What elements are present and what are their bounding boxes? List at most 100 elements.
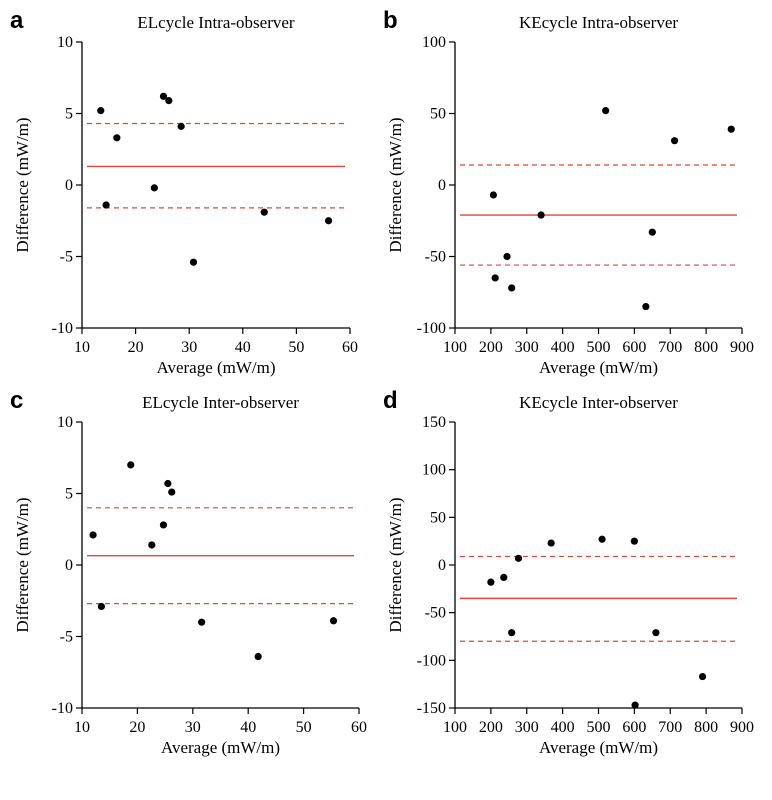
y-tick-label: 0	[438, 177, 446, 194]
data-point	[102, 201, 110, 209]
data-point	[168, 488, 176, 496]
data-point	[598, 535, 606, 543]
x-tick-label: 200	[479, 719, 503, 736]
data-point	[159, 92, 168, 100]
data-point	[198, 618, 206, 626]
panel-a: a ELcycle Intra-observer -10 -5 0 5 10 10 20 30 40…	[10, 7, 358, 377]
data-point	[508, 629, 516, 637]
x-tick-label: 400	[551, 719, 575, 736]
x-tick-label: 50	[288, 339, 304, 356]
data-point	[113, 134, 121, 142]
chart-title: KEcycle Intra-observer	[519, 13, 678, 32]
y-axis-label: Difference (mW/m)	[386, 117, 405, 252]
x-tick-label: 100	[443, 339, 467, 356]
data-point	[648, 228, 656, 236]
x-tick-label: 700	[658, 339, 682, 356]
x-axis-label: Average (mW/m)	[539, 738, 658, 757]
x-tick-label: 30	[181, 339, 197, 356]
y-tick-label: 5	[65, 486, 73, 503]
data-point	[630, 537, 638, 545]
y-tick-label: 50	[430, 509, 446, 526]
x-tick-label: 300	[515, 339, 539, 356]
x-axis-label: Average (mW/m)	[161, 738, 280, 757]
data-point	[698, 672, 707, 681]
y-tick-label: -5	[60, 629, 73, 646]
x-axis-label: Average (mW/m)	[539, 358, 658, 377]
y-axis-label: Difference (mW/m)	[13, 117, 32, 252]
x-tick-label: 500	[587, 339, 611, 356]
data-point	[642, 302, 650, 311]
y-tick-label: -50	[425, 605, 446, 622]
data-point	[150, 184, 158, 192]
x-tick-label: 30	[185, 719, 201, 736]
data-point	[508, 284, 516, 292]
data-point	[189, 258, 198, 266]
y-tick-label: 10	[57, 34, 73, 51]
x-tick-label: 60	[342, 339, 358, 356]
x-tick-label: 900	[730, 719, 754, 736]
data-point	[260, 208, 268, 216]
data-point	[631, 701, 639, 709]
x-tick-label: 600	[622, 719, 646, 736]
x-tick-label: 10	[74, 719, 90, 736]
data-point	[500, 573, 508, 581]
x-tick-label: 400	[551, 339, 575, 356]
y-tick-label: 5	[65, 106, 73, 123]
x-tick-label: 800	[694, 719, 718, 736]
panel-letter: a	[10, 7, 24, 34]
data-point	[324, 217, 333, 225]
x-axis-label: Average (mW/m)	[156, 358, 275, 377]
x-tick-label: 800	[694, 339, 718, 356]
x-tick-label: 900	[730, 339, 754, 356]
chart-title: ELcycle Inter-observer	[142, 393, 299, 412]
x-tick-label: 200	[479, 339, 503, 356]
y-tick-label: 0	[438, 557, 446, 574]
y-tick-label: -100	[417, 320, 446, 337]
y-axis-label: Difference (mW/m)	[386, 497, 405, 632]
data-point	[159, 521, 168, 529]
x-tick-label: 20	[129, 719, 145, 736]
panel-letter: c	[10, 387, 23, 414]
x-tick-label: 700	[658, 719, 682, 736]
y-tick-label: 0	[65, 177, 73, 194]
x-tick-label: 20	[128, 339, 144, 356]
y-tick-label: 100	[422, 462, 446, 479]
data-point	[254, 652, 262, 661]
panel-letter: d	[383, 387, 398, 414]
y-tick-label: 0	[65, 557, 73, 574]
y-tick-label: -150	[417, 700, 446, 717]
y-tick-label: -100	[417, 652, 446, 669]
x-tick-label: 50	[296, 719, 312, 736]
x-tick-label: 500	[587, 719, 611, 736]
data-point	[670, 137, 679, 145]
data-point	[491, 274, 499, 282]
data-point	[489, 191, 497, 199]
y-axis-label: Difference (mW/m)	[13, 497, 32, 632]
x-tick-label: 40	[240, 719, 256, 736]
x-tick-label: 300	[515, 719, 539, 736]
data-point	[602, 107, 610, 115]
x-tick-label: 40	[235, 339, 251, 356]
panel-b: b KEcycle Intra-observer -100 -50 0 50 100 100 2…	[383, 7, 754, 377]
data-point	[127, 461, 135, 469]
y-tick-label: -5	[60, 249, 73, 266]
y-tick-label: 10	[57, 414, 73, 431]
x-tick-label: 600	[622, 339, 646, 356]
data-point	[503, 252, 511, 261]
data-point	[177, 122, 185, 130]
panel-letter: b	[383, 7, 398, 34]
x-tick-label: 10	[74, 339, 90, 356]
data-point	[547, 539, 555, 547]
data-point	[164, 479, 172, 488]
panel-d: d KEcycle Inter-observer -150 -100 -50 0 50 100…	[383, 387, 754, 757]
data-point	[97, 602, 105, 611]
chart-title: KEcycle Inter-observer	[519, 393, 678, 412]
data-point	[89, 531, 97, 539]
x-tick-label: 60	[351, 719, 367, 736]
y-tick-label: -50	[425, 249, 446, 266]
x-tick-label: 100	[443, 719, 467, 736]
data-point	[487, 578, 495, 586]
data-point	[165, 97, 173, 105]
data-point	[727, 125, 735, 133]
y-tick-label: 50	[430, 106, 446, 123]
